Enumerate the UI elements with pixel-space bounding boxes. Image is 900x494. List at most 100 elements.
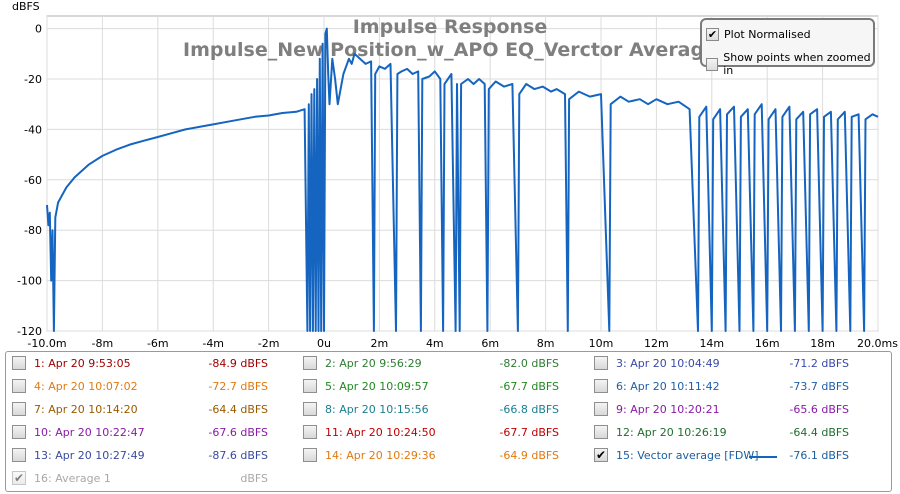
y-tick-label: -120 bbox=[17, 325, 42, 338]
legend-item-label: 16: Average 1 bbox=[34, 471, 111, 485]
y-axis-tick-labels: 0 -20 -40 -60 -80 -100 -120 bbox=[17, 23, 42, 338]
legend-item-label: 10: Apr 20 10:22:47 bbox=[34, 425, 145, 439]
legend-item-value: -66.8 dBFS bbox=[499, 403, 559, 416]
x-tick-label: 14m bbox=[699, 337, 724, 348]
plot-normalised-option[interactable]: ✔ Plot Normalised bbox=[706, 28, 811, 41]
legend-item-checkbox[interactable] bbox=[12, 425, 26, 439]
x-tick-label: 8m bbox=[537, 337, 555, 348]
legend-item-checkbox[interactable] bbox=[594, 356, 608, 370]
x-tick-label: 12m bbox=[644, 337, 669, 348]
legend-item[interactable]: 4: Apr 20 10:07:02 bbox=[12, 379, 138, 393]
legend-item-value: -76.1 dBFS bbox=[789, 449, 849, 462]
legend-item-checkbox[interactable]: ✔ bbox=[12, 471, 26, 485]
x-tick-label: -8m bbox=[92, 337, 114, 348]
y-tick-label: -100 bbox=[17, 275, 42, 288]
legend-item-checkbox[interactable] bbox=[303, 356, 317, 370]
show-points-label: Show points when zoomed in bbox=[723, 51, 871, 77]
x-tick-label: 0u bbox=[317, 337, 331, 348]
legend-item[interactable]: 6: Apr 20 10:11:42 bbox=[594, 379, 720, 393]
legend-item-value: -84.9 dBFS bbox=[208, 357, 268, 370]
legend-item-label: 13: Apr 20 10:27:49 bbox=[34, 448, 145, 462]
legend-item[interactable]: 5: Apr 20 10:09:57 bbox=[303, 379, 429, 393]
legend-item-value: -64.4 dBFS bbox=[789, 426, 849, 439]
x-tick-label: 18m bbox=[810, 337, 835, 348]
legend-item-checkbox[interactable]: ✔ bbox=[594, 448, 608, 462]
series-line-vector-average bbox=[46, 27, 879, 332]
x-tick-label: -10.0m bbox=[27, 337, 66, 348]
show-points-checkbox[interactable] bbox=[706, 57, 719, 71]
legend-item-value: -72.7 dBFS bbox=[208, 380, 268, 393]
plot-normalised-checkbox[interactable]: ✔ bbox=[706, 28, 719, 41]
y-axis-label: dBFS bbox=[12, 0, 40, 13]
legend-item-checkbox[interactable] bbox=[303, 402, 317, 416]
legend-item-label: 11: Apr 20 10:24:50 bbox=[325, 425, 436, 439]
legend-item-line-swatch bbox=[749, 456, 777, 458]
plot-normalised-label: Plot Normalised bbox=[724, 28, 811, 41]
legend-item-label: 8: Apr 20 10:15:56 bbox=[325, 402, 429, 416]
legend-item[interactable]: 3: Apr 20 10:04:49 bbox=[594, 356, 720, 370]
legend-item-value: dBFS bbox=[240, 472, 268, 485]
y-tick-label: -60 bbox=[24, 174, 42, 187]
legend-item-label: 6: Apr 20 10:11:42 bbox=[616, 379, 720, 393]
measurement-legend: 1: Apr 20 9:53:05 -84.9 dBFS 2: Apr 20 9:5… bbox=[5, 351, 892, 492]
x-tick-label: 4m bbox=[426, 337, 444, 348]
show-points-option[interactable]: Show points when zoomed in bbox=[706, 51, 873, 77]
legend-item[interactable]: 10: Apr 20 10:22:47 bbox=[12, 425, 145, 439]
legend-item-label: 12: Apr 20 10:26:19 bbox=[616, 425, 727, 439]
legend-item-label: 9: Apr 20 10:20:21 bbox=[616, 402, 720, 416]
legend-item[interactable]: 8: Apr 20 10:15:56 bbox=[303, 402, 429, 416]
legend-item-value: -73.7 dBFS bbox=[789, 380, 849, 393]
x-tick-label: 6m bbox=[481, 337, 499, 348]
x-tick-label: 2m bbox=[371, 337, 389, 348]
y-tick-label: -80 bbox=[24, 224, 42, 237]
legend-item-checkbox[interactable] bbox=[594, 402, 608, 416]
legend-item[interactable]: 1: Apr 20 9:53:05 bbox=[12, 356, 131, 370]
legend-item-value: -64.4 dBFS bbox=[208, 403, 268, 416]
x-tick-label: -4m bbox=[202, 337, 224, 348]
chart-title: Impulse Response bbox=[353, 16, 548, 38]
legend-item[interactable]: 14: Apr 20 10:29:36 bbox=[303, 448, 436, 462]
legend-item-checkbox[interactable] bbox=[12, 448, 26, 462]
legend-item-checkbox[interactable] bbox=[594, 379, 608, 393]
legend-item-checkbox[interactable] bbox=[303, 379, 317, 393]
legend-item[interactable]: ✔ 16: Average 1 bbox=[12, 471, 111, 485]
legend-item-label: 4: Apr 20 10:07:02 bbox=[34, 379, 138, 393]
legend-item-label: 2: Apr 20 9:56:29 bbox=[325, 356, 422, 370]
legend-item[interactable]: ✔ 15: Vector average [FDW] bbox=[594, 448, 759, 462]
legend-item-label: 3: Apr 20 10:04:49 bbox=[616, 356, 720, 370]
legend-item-value: -64.9 dBFS bbox=[499, 449, 559, 462]
legend-item-checkbox[interactable] bbox=[303, 425, 317, 439]
legend-item-label: 5: Apr 20 10:09:57 bbox=[325, 379, 429, 393]
y-tick-label: -40 bbox=[24, 123, 42, 136]
legend-item-label: 7: Apr 20 10:14:20 bbox=[34, 402, 138, 416]
legend-item-checkbox[interactable] bbox=[12, 379, 26, 393]
y-tick-label: -20 bbox=[24, 73, 42, 86]
legend-item-value: -67.7 dBFS bbox=[499, 426, 559, 439]
x-tick-label: -6m bbox=[147, 337, 169, 348]
legend-item-value: -82.0 dBFS bbox=[499, 357, 559, 370]
legend-item-label: 15: Vector average [FDW] bbox=[616, 448, 759, 462]
legend-item-checkbox[interactable] bbox=[12, 402, 26, 416]
x-tick-label: 16m bbox=[755, 337, 780, 348]
plot-options-panel: ✔ Plot Normalised Show points when zoome… bbox=[700, 18, 875, 77]
legend-item[interactable]: 11: Apr 20 10:24:50 bbox=[303, 425, 436, 439]
legend-item-value: -67.6 dBFS bbox=[208, 426, 268, 439]
legend-item-value: -65.6 dBFS bbox=[789, 403, 849, 416]
legend-item-checkbox[interactable] bbox=[12, 356, 26, 370]
legend-item[interactable]: 13: Apr 20 10:27:49 bbox=[12, 448, 145, 462]
legend-item[interactable]: 7: Apr 20 10:14:20 bbox=[12, 402, 138, 416]
legend-item-value: -87.6 dBFS bbox=[208, 449, 268, 462]
legend-item-label: 14: Apr 20 10:29:36 bbox=[325, 448, 436, 462]
legend-item-checkbox[interactable] bbox=[594, 425, 608, 439]
legend-item[interactable]: 9: Apr 20 10:20:21 bbox=[594, 402, 720, 416]
legend-item[interactable]: 2: Apr 20 9:56:29 bbox=[303, 356, 422, 370]
legend-item-value: -67.7 dBFS bbox=[499, 380, 559, 393]
legend-item[interactable]: 12: Apr 20 10:26:19 bbox=[594, 425, 727, 439]
legend-item-value: -71.2 dBFS bbox=[789, 357, 849, 370]
y-tick-label: 0 bbox=[35, 23, 42, 36]
legend-item-label: 1: Apr 20 9:53:05 bbox=[34, 356, 131, 370]
x-tick-label: 10m bbox=[589, 337, 614, 348]
legend-item-checkbox[interactable] bbox=[303, 448, 317, 462]
x-axis-tick-labels: -10.0m -8m -6m -4m -2m 0u 2m 4m 6m 8m 10m 12m 14m 16m… bbox=[27, 337, 898, 348]
chart-subtitle: Impulse_New Position_w_APO EQ_Verctor Av… bbox=[183, 39, 717, 61]
